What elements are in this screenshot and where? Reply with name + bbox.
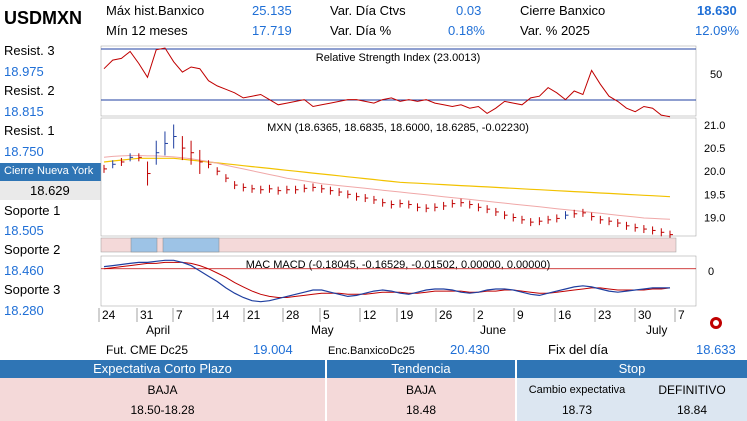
x-day-label: 23 (598, 308, 612, 322)
def-label: DEFINITIVO (658, 383, 726, 397)
ma1-line (103, 157, 671, 198)
trend-up-block-2 (162, 237, 220, 253)
cierre-banxico-value: 18.630 (697, 3, 737, 18)
rsi-series-line (103, 47, 671, 118)
tend-header: Tendencia (327, 360, 515, 378)
x-day-label: 12 (363, 308, 377, 322)
enc-value: 20.430 (450, 342, 490, 357)
fix-value: 18.633 (696, 342, 736, 357)
resist2-value: 18.815 (4, 104, 44, 119)
fix-label: Fix del día (548, 342, 608, 357)
max-hist-value: 25.135 (252, 3, 292, 18)
price-tick-label: 21.0 (704, 120, 725, 132)
tend-value: BAJA (405, 383, 436, 397)
min12-value: 17.719 (252, 23, 292, 38)
stop-header: Stop (517, 360, 747, 378)
rsi-panel: Relative Strength Index (23.0013) 50 (100, 45, 722, 118)
x-day-label: 7 (176, 308, 183, 322)
resist1-value: 18.750 (4, 144, 44, 159)
ny-close-label: Cierre Nueva York (4, 165, 94, 177)
ny-close-value: 18.629 (30, 183, 70, 198)
resist1-label: Resist. 1 (4, 123, 55, 138)
ma2-line (103, 155, 671, 220)
max-hist-label: Máx hist.Banxico (106, 3, 205, 18)
price-title: MXN (18.6365, 18.6835, 18.6000, 18.6285,… (267, 122, 529, 134)
x-day-label: 7 (678, 308, 685, 322)
cierre-banxico-label: Cierre Banxico (520, 3, 606, 18)
macd-tick-0: 0 (708, 266, 714, 278)
price-panel: MXN (18.6365, 18.6835, 18.6000, 18.6285,… (100, 117, 725, 239)
x-day-label: 2 (477, 308, 484, 322)
tend-level: 18.48 (405, 403, 437, 417)
min12-label: Mín 12 meses (106, 23, 188, 38)
var-dia-pct-label: Var. Día % (330, 23, 392, 38)
signal-line (103, 261, 671, 298)
price-tick-label: 19.5 (704, 189, 725, 201)
exp-value: BAJA (147, 383, 178, 397)
x-month-label: June (480, 323, 506, 337)
x-day-label: 16 (558, 308, 572, 322)
soporte3-value: 18.280 (4, 303, 44, 318)
var-2025-value: 12.09% (695, 23, 740, 38)
soporte1-label: Soporte 1 (4, 203, 61, 218)
x-axis: 24 31 7 14 21 28 5 12 19 26 2 9 16 23 30 7 April May June J… (98, 308, 685, 337)
x-day-label: 24 (102, 308, 116, 322)
macd-panel: MAC MACD (-0.18045, -0.16529, -0.01502, … (100, 255, 714, 307)
soporte2-label: Soporte 2 (4, 242, 61, 257)
x-month-label: July (646, 323, 667, 337)
def-value: 18.84 (676, 403, 708, 417)
symbol-title: USDMXN (4, 8, 83, 28)
x-day-label: 26 (439, 308, 453, 322)
cambio-value: 18.73 (561, 403, 593, 417)
x-day-label: 19 (400, 308, 414, 322)
x-day-label: 5 (323, 308, 330, 322)
x-day-label: 31 (140, 308, 154, 322)
rsi-tick-50: 50 (710, 69, 722, 81)
macd-title: MAC MACD (-0.18045, -0.16529, -0.01502, … (246, 259, 551, 271)
soporte2-value: 18.460 (4, 263, 44, 278)
trend-band (100, 237, 677, 253)
price-tick-label: 20.0 (704, 166, 725, 178)
exp-range: 18.50-18.28 (130, 403, 195, 417)
price-bars (103, 124, 673, 239)
resist2-label: Resist. 2 (4, 83, 55, 98)
var-dia-ctvs-value: 0.03 (456, 3, 482, 18)
var-2025-label: Var. % 2025 (520, 23, 590, 38)
var-dia-pct-value: 0.18% (448, 23, 485, 38)
price-tick-label: 19.0 (704, 212, 725, 224)
fut-value: 19.004 (253, 342, 293, 357)
fut-label: Fut. CME Dc25 (106, 343, 189, 357)
resist3-value: 18.975 (4, 64, 44, 79)
soporte1-value: 18.505 (4, 223, 44, 238)
x-month-label: April (146, 323, 170, 337)
price-tick-label: 20.5 (704, 143, 725, 155)
enc-label: Enc.BanxicoDc25 (328, 345, 415, 357)
x-day-label: 21 (247, 308, 261, 322)
macd-line (103, 259, 670, 303)
exp-header: Expectativa Corto Plazo (0, 360, 325, 378)
x-day-label: 14 (216, 308, 230, 322)
var-dia-ctvs-label: Var. Día Ctvs (330, 3, 406, 18)
rsi-title: Relative Strength Index (23.0013) (316, 52, 481, 64)
soporte3-label: Soporte 3 (4, 282, 61, 297)
x-day-label: 30 (638, 308, 652, 322)
x-day-label: 28 (286, 308, 300, 322)
x-month-label: May (311, 323, 334, 337)
resist3-label: Resist. 3 (4, 43, 55, 58)
cambio-label: Cambio expectativa (528, 384, 626, 396)
chart-area: Relative Strength Index (23.0013) 50 MXN… (98, 45, 725, 337)
x-day-label: 9 (517, 308, 524, 322)
trend-up-block-1 (130, 237, 158, 253)
